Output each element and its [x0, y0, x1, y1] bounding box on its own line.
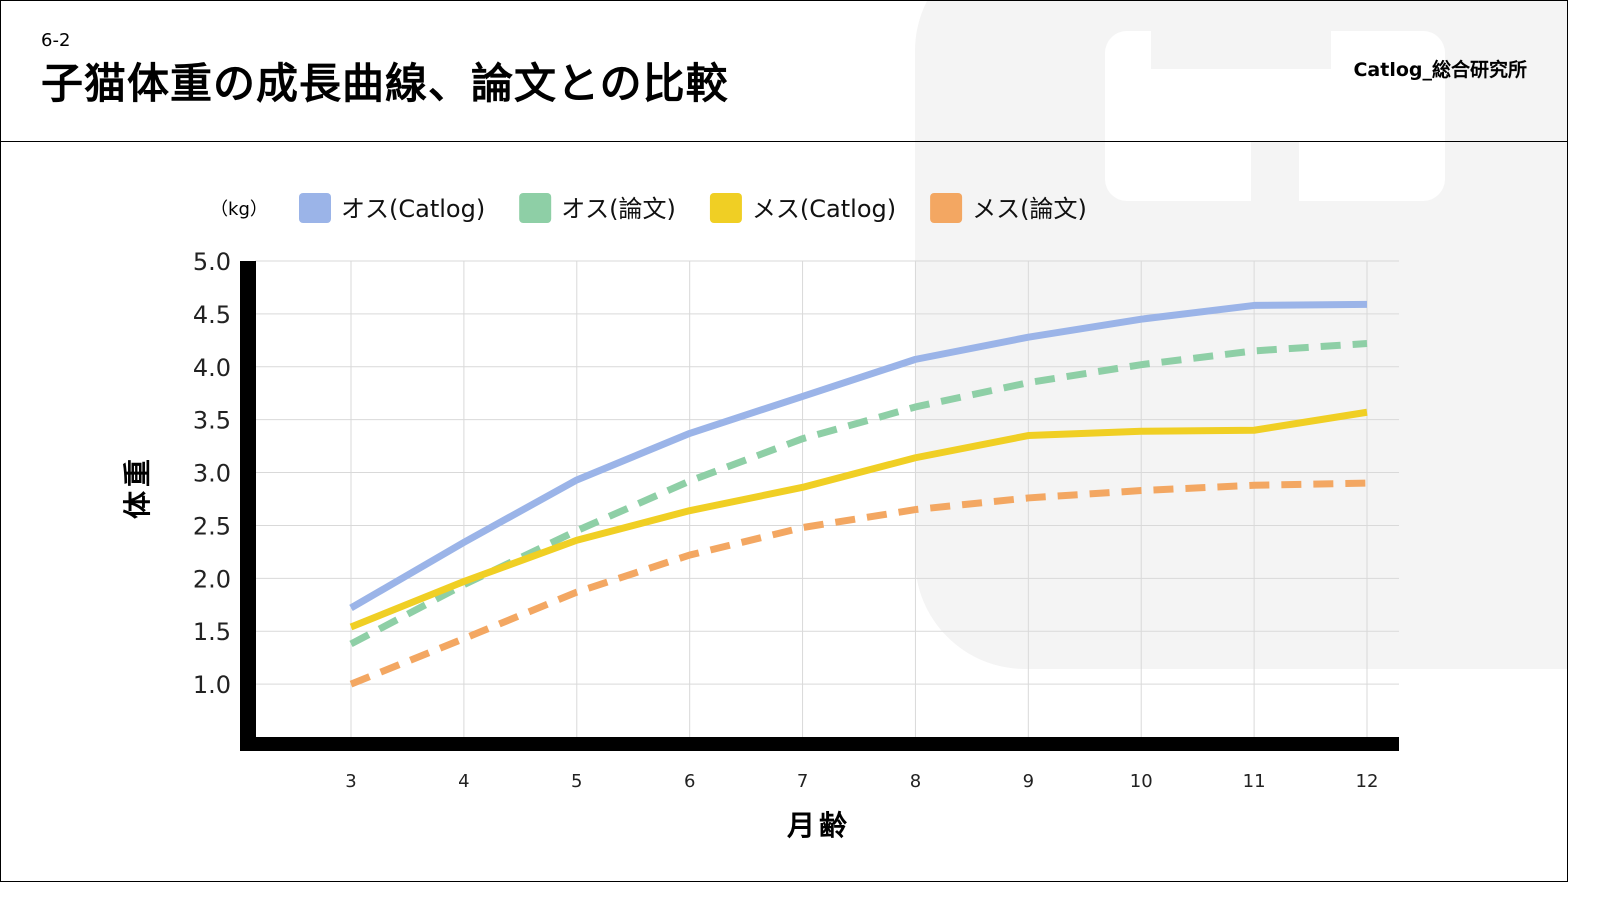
y-tick-label: 3.0 [193, 460, 231, 488]
legend-swatch [299, 193, 331, 223]
y-tick-label: 1.0 [193, 671, 231, 699]
x-axis-label: 月齢 [786, 809, 851, 842]
x-tick-label: 10 [1130, 771, 1153, 792]
x-tick-label: 9 [1023, 771, 1034, 792]
series-line [349, 479, 1368, 688]
legend-swatch [930, 193, 963, 223]
background-logo-notch [1299, 31, 1331, 69]
series-line [349, 340, 1368, 648]
legend-label: オス(Catlog) [341, 195, 485, 223]
x-tick-label: 7 [797, 771, 808, 792]
x-tick-label: 11 [1243, 771, 1266, 792]
y-tick-label: 4.0 [193, 354, 231, 382]
brand-name: Catlog_総合研究所 [1353, 59, 1527, 81]
x-tick-label: 3 [345, 771, 356, 792]
background-logo-notch [1151, 31, 1301, 69]
y-axis [240, 261, 256, 751]
x-axis [240, 737, 1399, 751]
legend-label: オス(論文) [561, 195, 676, 223]
legend-label: メス(Catlog) [752, 195, 896, 223]
chart-grid [255, 260, 1399, 737]
series-line [349, 300, 1368, 611]
legend-swatch [519, 193, 552, 223]
x-tick-label: 8 [910, 771, 921, 792]
x-tick-label: 12 [1356, 771, 1379, 792]
chart-series [349, 300, 1368, 688]
legend-label: メス(論文) [972, 195, 1087, 223]
legend-swatch [709, 193, 742, 223]
y-tick-label: 3.5 [193, 407, 231, 435]
x-tick-label: 4 [458, 771, 469, 792]
y-axis-label: 体重 [121, 455, 154, 519]
x-tick-label: 5 [571, 771, 582, 792]
y-unit-label: （kg） [210, 199, 268, 220]
chart-legend: オス(Catlog) オス(論文) メス(Catlog) メス(論文) [299, 193, 1087, 223]
y-tick-label: 4.5 [193, 301, 231, 329]
background-logo-notch [1251, 141, 1299, 201]
header-divider [1, 141, 1567, 142]
slide-frame: 6-2 子猫体重の成長曲線、論文との比較 Catlog_総合研究所 1.0 1.5… [0, 0, 1568, 882]
y-tick-label: 1.5 [193, 618, 231, 646]
x-tick-label: 6 [684, 771, 695, 792]
series-line [349, 408, 1368, 631]
chart-axes [240, 261, 1399, 751]
slide-title: 子猫体重の成長曲線、論文との比較 [41, 59, 729, 108]
chart-tick-labels: 1.0 1.5 2.0 2.5 3.0 3.5 4.0 4.5 5.0 3 4 5 6 7 8 9 10 11 12 [193, 248, 1379, 792]
y-tick-label: 5.0 [193, 248, 231, 276]
y-tick-label: 2.5 [193, 512, 231, 540]
y-tick-label: 2.0 [193, 565, 231, 593]
section-number: 6-2 [41, 30, 71, 51]
line-chart: 1.0 1.5 2.0 2.5 3.0 3.5 4.0 4.5 5.0 3 4 5 6 7 8 9 10 11 12… [121, 193, 1399, 842]
